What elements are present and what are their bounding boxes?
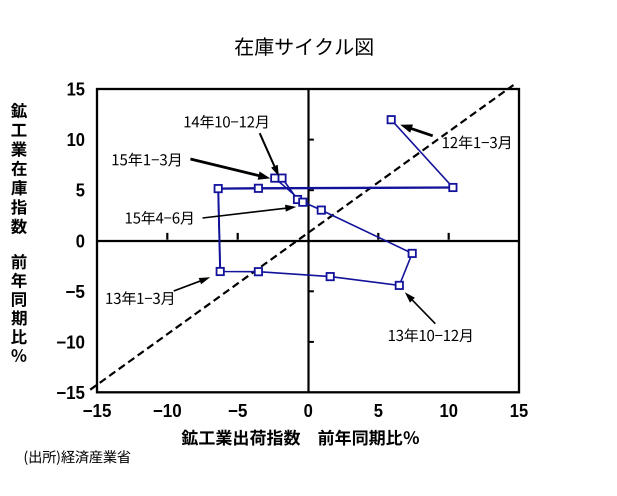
svg-text:15: 15 bbox=[510, 401, 528, 421]
svg-text:−15: −15 bbox=[56, 383, 85, 403]
svg-text:10: 10 bbox=[67, 130, 85, 150]
svg-text:−5: −5 bbox=[228, 401, 248, 421]
svg-text:5: 5 bbox=[76, 181, 85, 201]
svg-text:−5: −5 bbox=[65, 282, 85, 302]
svg-text:5: 5 bbox=[374, 401, 383, 421]
svg-text:10: 10 bbox=[440, 401, 458, 421]
svg-text:0: 0 bbox=[304, 401, 313, 421]
svg-text:−10: −10 bbox=[153, 401, 182, 421]
svg-text:0: 0 bbox=[76, 231, 85, 251]
svg-text:−15: −15 bbox=[83, 401, 112, 421]
svg-text:15: 15 bbox=[67, 80, 85, 100]
svg-text:−10: −10 bbox=[56, 332, 85, 352]
